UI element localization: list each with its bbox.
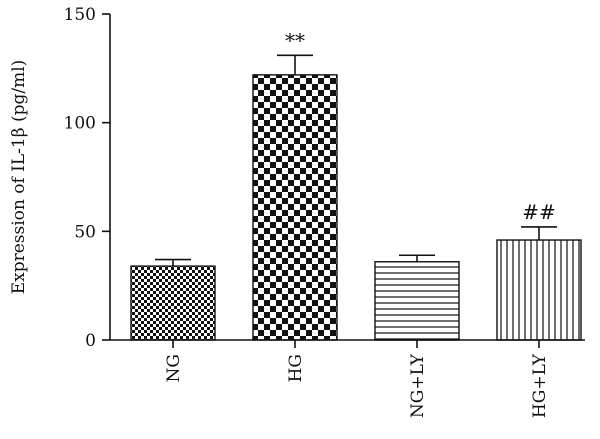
bar-ng-plus-ly <box>374 261 460 341</box>
bar-hg-plus-ly <box>496 239 582 341</box>
y-tick-label: 100 <box>64 114 96 134</box>
y-tick-label: 0 <box>85 331 96 351</box>
category-labels: NG HG NG+LY HG+LY <box>110 339 585 418</box>
significance-annotation: ** <box>285 28 305 52</box>
y-tick-label: 50 <box>74 222 96 242</box>
y-axis-label: Expression of IL-1β (pg/ml) <box>9 60 29 295</box>
y-ticks: 0 50 100 150 <box>64 5 110 351</box>
category-label: NG <box>164 354 184 382</box>
category-label: HG+LY <box>530 353 550 418</box>
significance-annotation: ## <box>522 200 556 224</box>
bars: ** ## <box>130 28 582 341</box>
y-tick-label: 150 <box>64 5 96 25</box>
bar-hg <box>252 74 338 341</box>
category-label: HG <box>286 354 306 382</box>
bar-ng <box>130 265 216 341</box>
category-label: NG+LY <box>408 353 428 418</box>
y-axis: 0 50 100 150 <box>64 5 111 351</box>
